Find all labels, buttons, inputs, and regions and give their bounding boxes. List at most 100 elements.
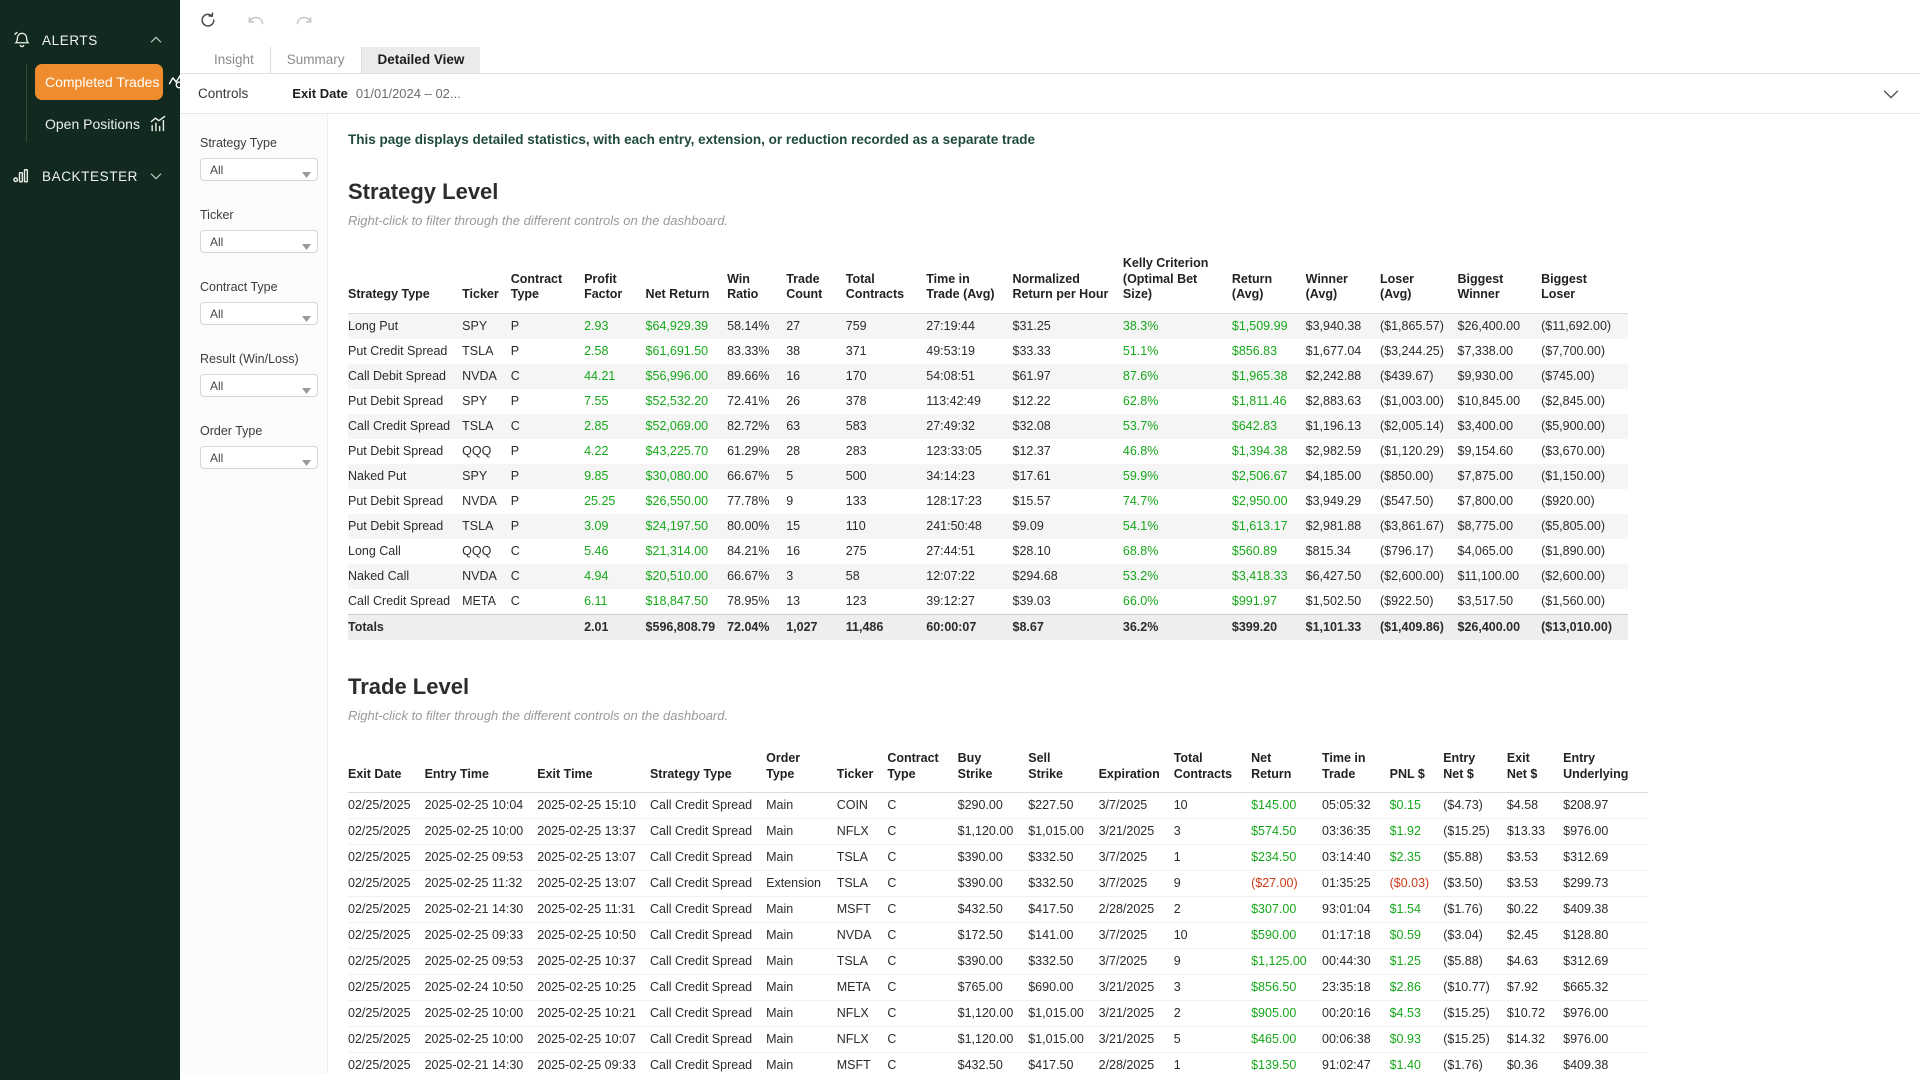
column-header[interactable]: Loser (Avg)	[1379, 271, 1415, 302]
column-header[interactable]: Ticker	[836, 766, 874, 781]
table-row[interactable]: 02/25/2025 2025-02-25 09:53 2025-02-25 13:…	[348, 845, 1648, 871]
table-cell: ($920.00)	[1541, 493, 1595, 508]
column-header[interactable]: Total Contracts	[1173, 750, 1233, 781]
column-header[interactable]: Trade Count	[786, 271, 823, 302]
table-row[interactable]: Put Debit Spread NVDA P 25.25 $26,550.00 77.7…	[348, 489, 1628, 514]
table-cell: $4,065.00	[1457, 543, 1514, 558]
table-cell: ($3,244.25)	[1379, 343, 1444, 358]
column-header[interactable]: Strategy Type	[649, 766, 732, 781]
table-row[interactable]: Long Put SPY P 2.93 $64,929.39 58.14% 27 759 27:…	[348, 313, 1628, 339]
table-cell: Put Debit Spread	[348, 393, 444, 408]
column-header[interactable]: Kelly Criterion (Optimal Bet Size)	[1122, 256, 1209, 302]
table-row[interactable]: Call Credit Spread TSLA C 2.85 $52,069.00 82.…	[348, 413, 1628, 439]
column-header[interactable]: Profit Factor	[584, 271, 623, 302]
column-header[interactable]: Return (Avg)	[1231, 271, 1273, 302]
column-header[interactable]: Time in Trade (Avg)	[926, 271, 995, 302]
table-row[interactable]: 02/25/2025 2025-02-25 10:04 2025-02-25 15:…	[348, 793, 1648, 819]
column-header[interactable]: Sell Strike	[1028, 750, 1063, 781]
table-row[interactable]: Naked Call NVDA C 4.94 $20,510.00 66.67% 3 58 12…	[348, 563, 1628, 589]
table-cell: C	[887, 798, 897, 813]
table-cell: $4.63	[1506, 954, 1539, 969]
tab-summary[interactable]: Summary	[271, 46, 362, 73]
sidebar-section-backtester[interactable]: BACKTESTER	[0, 158, 180, 194]
table-cell: ($547.50)	[1379, 493, 1434, 508]
table-cell: 34:14:23	[926, 463, 1013, 489]
table-cell: 49:53:19	[926, 343, 975, 358]
column-header[interactable]: Contract Type	[510, 271, 563, 302]
table-row[interactable]: Long Call QQQ C 5.46 $21,314.00 84.21% 16 275 27…	[348, 539, 1628, 564]
filter-exit-date-label: Exit Date	[292, 86, 348, 101]
table-row[interactable]: 02/25/2025 2025-02-21 14:30 2025-02-25 09:…	[348, 1053, 1648, 1079]
table-row[interactable]: 02/25/2025 2025-02-25 10:00 2025-02-25 10:…	[348, 1027, 1648, 1053]
table-cell: $1,015.00	[1028, 824, 1084, 839]
sidebar-section-alerts[interactable]: ALERTS	[0, 22, 180, 58]
column-header[interactable]: Entry Underlying	[1563, 750, 1629, 781]
column-header[interactable]: Exit Net $	[1506, 750, 1538, 781]
table-cell: 9	[1173, 876, 1181, 891]
filter-select-order-type[interactable]: All	[200, 446, 318, 469]
column-header[interactable]: Strategy Type	[348, 287, 430, 302]
controls-bar: Controls Exit Date 01/01/2024 – 02...	[180, 74, 1920, 114]
table-row[interactable]: 02/25/2025 2025-02-25 10:00 2025-02-25 13:…	[348, 819, 1648, 845]
column-header[interactable]: Net Return	[1251, 750, 1292, 781]
table-row[interactable]: Call Credit Spread META C 6.11 $18,847.50 78.…	[348, 589, 1628, 615]
table-row[interactable]: 02/25/2025 2025-02-25 09:33 2025-02-25 10:…	[348, 923, 1648, 949]
sidebar: ALERTS Completed Trades Open Positions	[0, 0, 185, 1080]
tab-detailed-view[interactable]: Detailed View	[361, 46, 481, 73]
table-row[interactable]: Naked Put SPY P 9.85 $30,080.00 66.67% 5 500 34:…	[348, 463, 1628, 489]
table-cell: 133	[845, 493, 867, 508]
filter-select-contract-type[interactable]: All	[200, 302, 318, 325]
table-row[interactable]: 02/25/2025 2025-02-25 11:32 2025-02-25 13:…	[348, 871, 1648, 897]
column-header[interactable]: Ticker	[462, 287, 499, 302]
column-header[interactable]: Biggest Winner	[1457, 271, 1504, 302]
table-row[interactable]: Call Debit Spread NVDA C 44.21 $56,996.00 89.…	[348, 363, 1628, 389]
chevron-down-icon[interactable]	[148, 168, 164, 184]
refresh-icon[interactable]	[198, 11, 218, 31]
column-header[interactable]: Winner (Avg)	[1305, 271, 1348, 302]
table-cell: ($7,700.00)	[1541, 343, 1606, 358]
chevron-up-icon[interactable]	[148, 32, 164, 48]
filter-select-strategy-type[interactable]: All	[200, 158, 318, 181]
trade-level-tbody: 02/25/2025 2025-02-25 10:04 2025-02-25 15:…	[348, 793, 1648, 1080]
table-cell: 05:05:32	[1322, 798, 1371, 813]
table-row[interactable]: 02/25/2025 2025-02-25 10:00 2025-02-25 10:…	[348, 1001, 1648, 1027]
filter-exit-date[interactable]: Exit Date 01/01/2024 – 02...	[292, 86, 460, 101]
sidebar-item-completed-trades[interactable]: Completed Trades	[35, 64, 185, 100]
column-header[interactable]: Buy Strike	[957, 750, 993, 781]
column-header[interactable]: Win Ratio	[727, 271, 759, 302]
table-cell: $0.22	[1506, 902, 1539, 917]
table-cell: $976.00	[1563, 1006, 1609, 1021]
column-header[interactable]: Expiration	[1098, 766, 1160, 781]
tab-insight[interactable]: Insight	[198, 46, 271, 73]
undo-icon[interactable]	[246, 11, 266, 31]
table-row[interactable]: Put Debit Spread QQQ P 4.22 $43,225.70 61.29%…	[348, 439, 1628, 464]
table-cell: 02/25/2025	[348, 928, 411, 943]
sidebar-item-open-positions[interactable]: Open Positions	[35, 106, 166, 142]
column-header[interactable]: Entry Net $	[1443, 750, 1476, 781]
column-header[interactable]: Exit Date	[348, 766, 402, 781]
column-header[interactable]: PNL $	[1389, 766, 1425, 781]
table-row[interactable]: Put Credit Spread TSLA P 2.58 $61,691.50 83.3…	[348, 339, 1628, 364]
table-row[interactable]: 02/25/2025 2025-02-25 09:53 2025-02-25 10:…	[348, 949, 1648, 975]
redo-icon[interactable]	[294, 11, 314, 31]
table-cell: ($4.73)	[1443, 798, 1483, 813]
column-header[interactable]: Entry Time	[424, 766, 489, 781]
column-header[interactable]: Order Type	[766, 750, 801, 781]
column-header[interactable]: Exit Time	[537, 766, 593, 781]
column-header[interactable]: Time in Trade	[1322, 750, 1366, 781]
column-header[interactable]: Total Contracts	[845, 271, 905, 302]
table-row[interactable]: Put Debit Spread TSLA P 3.09 $24,197.50 80.00…	[348, 513, 1628, 539]
table-row[interactable]: 02/25/2025 2025-02-24 10:50 2025-02-25 10:…	[348, 975, 1648, 1001]
filter-select-result[interactable]: All	[200, 374, 318, 397]
column-header[interactable]: Contract Type	[887, 750, 939, 781]
column-header[interactable]: Biggest Loser	[1541, 271, 1587, 302]
table-cell: 170	[845, 363, 927, 389]
column-header[interactable]: Normalized Return per Hour	[1012, 271, 1109, 302]
table-cell: $14.32	[1506, 1032, 1546, 1047]
column-header[interactable]: Net Return	[645, 287, 710, 302]
chevron-down-icon[interactable]	[1880, 83, 1902, 105]
table-row[interactable]: 02/25/2025 2025-02-21 14:30 2025-02-25 11:…	[348, 897, 1648, 923]
table-row[interactable]: Put Debit Spread SPY P 7.55 $52,532.20 72.41%…	[348, 389, 1628, 414]
table-cell: $642.83	[1231, 413, 1306, 439]
filter-select-ticker[interactable]: All	[200, 230, 318, 253]
